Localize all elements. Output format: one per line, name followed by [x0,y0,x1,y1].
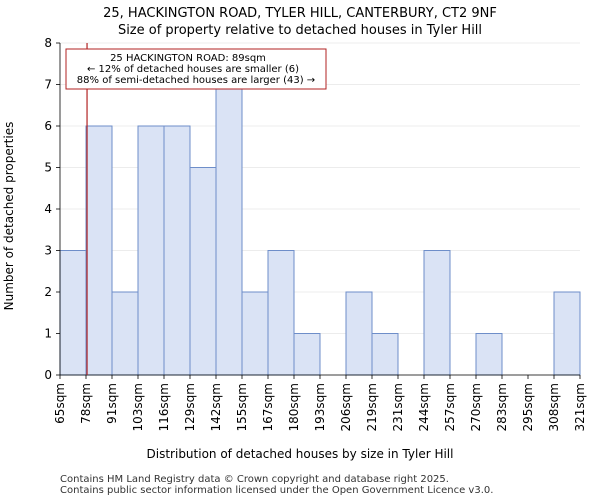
y-tick-label: 6 [44,119,52,133]
x-tick-label: 65sqm [53,383,67,424]
bar [59,250,87,376]
x-tick-label: 116sqm [157,383,171,431]
bar [371,333,399,376]
y-tick-label: 5 [44,161,52,175]
footer-line2: Contains public sector information licen… [60,485,493,496]
x-tick-label: 193sqm [313,383,327,431]
bars-group [59,84,581,376]
x-tick-label: 283sqm [495,383,509,431]
chart-title-line1: 25, HACKINGTON ROAD, TYLER HILL, CANTERB… [103,6,497,21]
x-tick-label: 78sqm [79,383,93,424]
y-tick-label: 8 [44,36,52,50]
y-tick-label: 7 [44,78,52,92]
bar [163,125,191,376]
bar [189,167,217,376]
x-tick-label: 270sqm [469,383,483,431]
bar [475,333,503,376]
x-tick-label: 219sqm [365,383,379,431]
y-axis-label: Number of detached properties [2,122,16,311]
footer-line1: Contains HM Land Registry data © Crown c… [60,474,449,485]
y-tick-label: 1 [44,327,52,341]
x-tick-label: 103sqm [131,383,145,431]
bar [85,125,113,376]
bar [267,250,295,376]
bar [293,333,321,376]
x-tick-label: 257sqm [443,383,457,431]
annotation-box: 25 HACKINGTON ROAD: 89sqm ← 12% of detac… [65,48,327,90]
annotation-line3: 88% of semi-detached houses are larger (… [77,75,315,86]
x-tick-label: 129sqm [183,383,197,431]
y-tick-label: 0 [44,368,52,382]
annotation-line2: ← 12% of detached houses are smaller (6) [87,64,299,75]
x-tick-label: 244sqm [417,383,431,431]
x-tick-label: 321sqm [573,383,587,431]
bar [137,125,165,376]
x-tick-label: 231sqm [391,383,405,431]
bar [215,84,243,376]
x-tick-label: 206sqm [339,383,353,431]
bar [553,291,581,376]
annotation-line1: 25 HACKINGTON ROAD: 89sqm [110,53,266,64]
x-tick-label: 180sqm [287,383,301,431]
x-tick-label: 295sqm [521,383,535,431]
x-axis-label: Distribution of detached houses by size … [147,447,454,461]
y-axis-ticks: 0 1 2 3 4 5 6 7 8 [44,36,60,382]
x-tick-label: 142sqm [209,383,223,431]
chart-title-line2: Size of property relative to detached ho… [118,23,482,38]
y-tick-label: 4 [44,202,52,216]
bar [423,250,451,376]
y-tick-label: 2 [44,285,52,299]
x-tick-label: 91sqm [105,383,119,424]
bar [111,291,139,376]
x-tick-label: 308sqm [547,383,561,431]
bar [241,291,269,376]
x-tick-label: 155sqm [235,383,249,431]
x-tick-label: 167sqm [261,383,275,431]
y-tick-label: 3 [44,244,52,258]
bar [345,291,373,376]
x-axis-ticks: 65sqm 78sqm 91sqm 103sqm 116sqm 129sqm 142sqm 1… [53,375,587,431]
